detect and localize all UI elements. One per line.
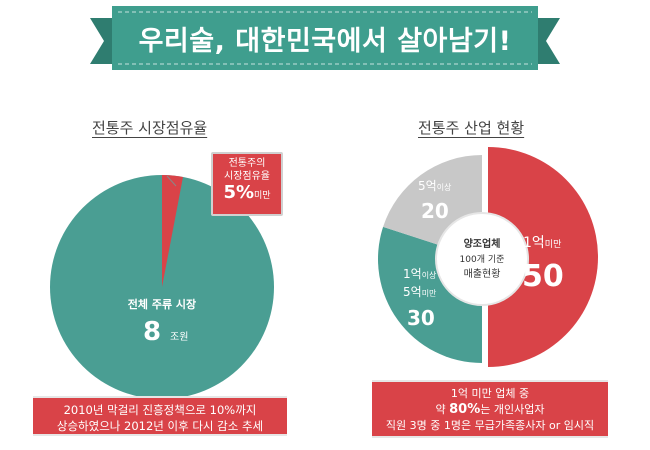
donut-center-line2: 100개 기준 [460, 254, 505, 265]
pie-center-value: 8 [143, 317, 161, 347]
callout-value: 5% [223, 182, 254, 203]
industry-note-line1: 1억 미만 업체 중 [450, 387, 530, 400]
pie-center-unit: 조원 [170, 331, 188, 343]
callout-suffix: 미만 [254, 191, 271, 201]
ribbon-body [112, 6, 538, 70]
seg-gray-label: 5억이상 [418, 179, 452, 193]
seg-teal-label-1: 1억이상 [403, 267, 437, 281]
donut-center-line3: 매출현황 [464, 268, 501, 280]
callout-value-row: 5%미만 [213, 183, 281, 203]
pie-slice-traditional [162, 175, 183, 287]
pie-center-label: 전체 주류 시장 [128, 297, 196, 311]
donut-slice-under-100m [488, 147, 598, 367]
seg-teal-label-2: 5억미만 [403, 285, 437, 299]
donut-hole [435, 212, 529, 306]
seg-gray-value: 20 [421, 199, 449, 223]
callout-line1: 전통주의 [228, 158, 266, 169]
seg-red-value: 50 [522, 259, 564, 294]
market-share-note: 2010년 막걸리 진흥정책으로 10%까지 상승하였으나 2012년 이후 다… [33, 396, 287, 436]
title-banner [90, 6, 560, 70]
market-share-callout: 전통주의 시장점유율 5%미만 [211, 152, 283, 216]
donut-center-line1: 양조업체 [464, 237, 501, 250]
callout-line2: 시장점유율 [224, 171, 270, 182]
seg-teal-value: 30 [407, 306, 435, 330]
page-title: 우리술, 대한민국에서 살아남기! [138, 25, 512, 57]
industry-note-line3: 직원 3명 중 1명은 무급가족종사자 or 임시직 [385, 419, 595, 432]
right-chart-title: 전통주 산업 현황 [418, 119, 525, 137]
note-line2: 상승하였으나 2012년 이후 다시 감소 추세 [56, 419, 264, 433]
callout-leader [166, 175, 177, 187]
industry-donut: 양조업체 100개 기준 매출현황 5억이상 20 1억이상 5억미만 30 1… [377, 147, 598, 367]
industry-note: 1억 미만 업체 중 약 80%는 개인사업자 직원 3명 중 1명은 무급가족… [372, 380, 608, 438]
seg-red-label: 1억미만 [523, 235, 561, 251]
note-line1: 2010년 막걸리 진흥정책으로 10%까지 [63, 403, 257, 417]
industry-note-line2: 약 80%는 개인사업자 [435, 402, 545, 417]
left-chart-title: 전통주 시장점유율 [92, 119, 208, 137]
